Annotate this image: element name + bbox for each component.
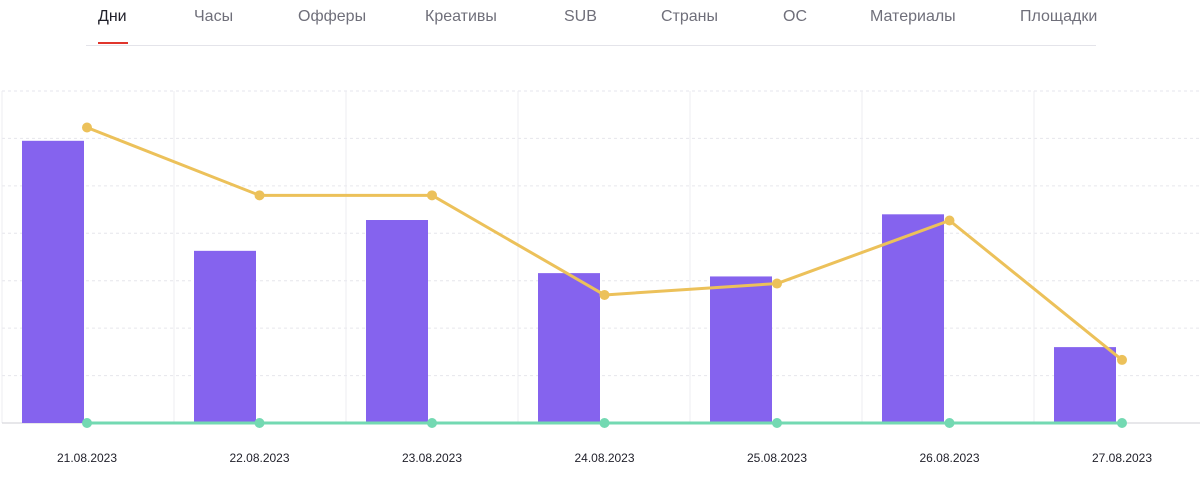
tab-sub[interactable]: SUB [564,8,597,25]
chart-point [944,418,955,428]
x-tick-label: 21.08.2023 [57,451,117,465]
chart-bar [366,220,428,423]
chart-point [254,190,265,201]
chart-point [427,190,437,201]
chart-point [82,418,92,428]
chart-point [1117,354,1127,365]
tab-hours[interactable]: Часы [194,8,234,25]
tab-countries[interactable]: Страны [661,8,719,25]
chart-point [772,418,782,428]
tab-offers[interactable]: Офферы [298,8,367,25]
tab-materials[interactable]: Материалы [870,8,956,25]
chart-point [944,215,955,226]
chart-bar [1054,347,1116,423]
chart-point [599,418,610,428]
chart-bar [538,273,600,423]
tab-platforms[interactable]: Площадки [1020,8,1098,25]
report-tabs: Дни Часы Офферы Креативы SUB Страны ОС М… [86,0,1098,46]
chart-point [599,289,610,300]
x-tick-label: 26.08.2023 [919,451,979,465]
tab-days[interactable]: Дни [98,8,127,25]
chart-bar [882,214,944,423]
chart-point [427,418,437,428]
active-tab-indicator [98,42,128,44]
chart-bar [710,276,772,423]
chart-point [1117,418,1127,428]
chart-point [254,418,265,428]
x-tick-label: 25.08.2023 [747,451,807,465]
tab-os[interactable]: ОС [783,8,807,25]
chart-point [82,122,92,133]
chart-bar [194,250,256,423]
x-tick-label: 22.08.2023 [229,451,289,465]
chart-bar [22,140,84,424]
x-tick-label: 23.08.2023 [402,451,462,465]
x-tick-label: 27.08.2023 [1092,451,1152,465]
x-tick-label: 24.08.2023 [574,451,634,465]
chart-point [772,278,782,289]
tab-creatives[interactable]: Креативы [425,8,497,25]
